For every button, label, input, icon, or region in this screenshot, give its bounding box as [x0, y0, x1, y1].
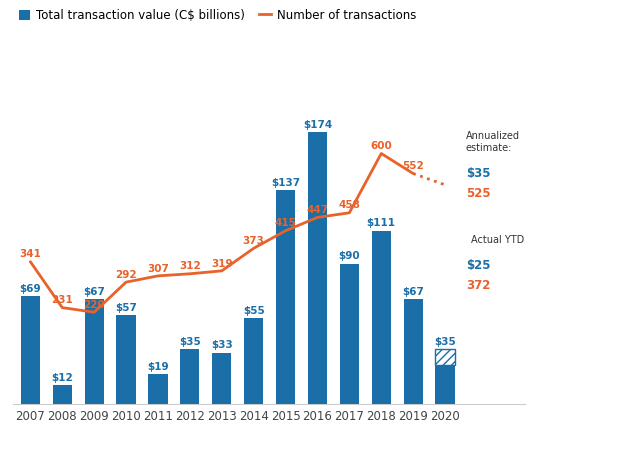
Bar: [116, 315, 136, 404]
Bar: [52, 385, 72, 404]
Text: $19: $19: [147, 362, 169, 372]
Bar: [308, 132, 327, 404]
Bar: [340, 264, 359, 404]
Text: $35: $35: [179, 337, 201, 347]
Text: 231: 231: [51, 295, 73, 305]
Text: $55: $55: [243, 306, 264, 316]
Bar: [276, 190, 295, 404]
Text: $90: $90: [339, 251, 360, 261]
Bar: [20, 296, 40, 404]
Bar: [212, 352, 231, 404]
Text: 525: 525: [466, 187, 490, 200]
Text: 552: 552: [403, 161, 424, 171]
Text: 341: 341: [19, 249, 42, 260]
Text: 447: 447: [307, 205, 328, 215]
Text: $67: $67: [83, 287, 105, 297]
Bar: [435, 349, 454, 365]
Text: 220: 220: [83, 300, 105, 310]
Text: 312: 312: [179, 261, 201, 272]
Text: 600: 600: [371, 141, 392, 151]
Bar: [180, 349, 200, 404]
Bar: [435, 365, 454, 404]
Text: $35: $35: [466, 167, 490, 180]
Text: $69: $69: [20, 284, 41, 294]
Text: Annualized
estimate:: Annualized estimate:: [466, 131, 520, 153]
Bar: [84, 299, 104, 404]
Text: 307: 307: [147, 264, 169, 273]
Text: $67: $67: [402, 287, 424, 297]
Text: 373: 373: [243, 236, 264, 246]
Text: $12: $12: [51, 373, 73, 383]
Text: $35: $35: [434, 337, 456, 347]
Bar: [404, 299, 422, 404]
Text: 319: 319: [211, 259, 232, 269]
Text: 292: 292: [115, 270, 137, 280]
Bar: [148, 374, 168, 404]
Text: $174: $174: [303, 120, 332, 130]
Text: $33: $33: [211, 340, 232, 350]
Legend: Total transaction value (C$ billions), Number of transactions: Total transaction value (C$ billions), N…: [14, 4, 421, 26]
Bar: [372, 231, 391, 404]
Text: 372: 372: [466, 279, 490, 292]
Text: 415: 415: [275, 218, 296, 229]
Text: Actual YTD: Actual YTD: [470, 235, 524, 246]
Text: $137: $137: [271, 178, 300, 188]
Bar: [244, 318, 263, 404]
Text: 458: 458: [339, 200, 360, 211]
Text: $111: $111: [367, 218, 396, 229]
Text: $25: $25: [466, 259, 490, 272]
Text: $57: $57: [115, 303, 137, 313]
